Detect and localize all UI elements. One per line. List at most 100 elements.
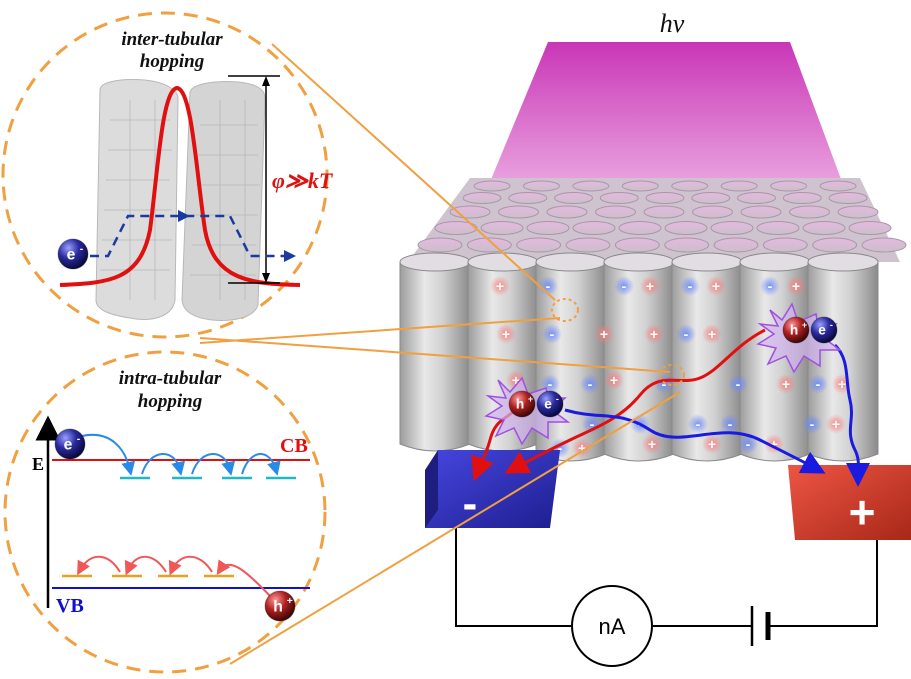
- negative-charge-glow: [614, 276, 634, 296]
- svg-text:e: e: [818, 323, 826, 338]
- negative-charge: -: [622, 278, 627, 294]
- positive-charge: +: [646, 278, 654, 294]
- negative-charge: -: [558, 440, 563, 456]
- negative-charge-glow: [580, 374, 600, 394]
- positive-charge-glow: [702, 324, 722, 344]
- negative-charge: -: [546, 278, 551, 294]
- negative-charge: -: [662, 376, 667, 392]
- negative-charge-glow: [538, 276, 558, 296]
- front-tube-top: [807, 252, 879, 272]
- positive-charge-glow: [776, 374, 796, 394]
- negative-charge-glow: [676, 324, 696, 344]
- svg-text:h: h: [790, 323, 798, 338]
- tube-top: [599, 192, 639, 204]
- positive-charge: +: [792, 278, 800, 294]
- electron-paths: [564, 343, 871, 487]
- front-tube-top: [467, 252, 539, 272]
- svg-text:h: h: [516, 397, 524, 412]
- positive-sign: +: [849, 486, 876, 538]
- negative-charge: -: [736, 376, 741, 392]
- tube-top: [572, 180, 610, 192]
- inset-carriers: e -e -h +: [54, 238, 296, 622]
- tube-top: [740, 205, 782, 219]
- positive-charge-glow: [604, 370, 624, 390]
- tube-top: [417, 237, 463, 253]
- svg-text:e: e: [544, 397, 552, 412]
- tube-top: [508, 192, 548, 204]
- cb-label: CB: [280, 435, 308, 457]
- inter-tubular-title-line1: inter-tubular: [121, 29, 223, 50]
- front-tube-top: [671, 252, 743, 272]
- negative-charge-glow: [542, 324, 562, 344]
- tube-top: [720, 180, 758, 192]
- negative-charge-glow: [680, 276, 700, 296]
- tube-top: [526, 221, 570, 235]
- zoom-source-markers: [551, 298, 685, 386]
- tube-top: [861, 237, 907, 253]
- positive-charge-glow: [786, 276, 806, 296]
- tube-top: [546, 205, 588, 219]
- positive-charge: +: [770, 436, 778, 452]
- electron-carrier: e-: [54, 428, 86, 460]
- svg-text:-: -: [77, 433, 81, 445]
- barrier-label: φ≫kT: [272, 168, 334, 193]
- positive-charge-glow: [572, 438, 592, 458]
- intra-tubular-title-line2: hopping: [138, 391, 202, 412]
- tube-top: [756, 221, 800, 235]
- negative-charge: -: [588, 376, 593, 392]
- negative-charge: -: [768, 278, 773, 294]
- svg-text:h: h: [273, 598, 283, 615]
- tube-top: [595, 205, 636, 219]
- negative-sign: -: [463, 479, 478, 528]
- positive-charge: +: [600, 326, 608, 342]
- tube-top: [480, 221, 524, 235]
- intra-tubular-title-line1: intra-tubular: [119, 368, 222, 389]
- positive-charge-glow: [642, 434, 662, 454]
- tube-top: [837, 205, 879, 219]
- intra-tubular-inset: [3, 350, 327, 674]
- positive-charge-glow: [702, 434, 722, 454]
- negative-charge: -: [684, 326, 689, 342]
- array-carriers: h + e -h + e -: [508, 316, 838, 418]
- tube-top: [466, 237, 512, 253]
- positive-charge: +: [712, 278, 720, 294]
- electron-carrier: e-: [57, 238, 89, 270]
- electron-carrier: e-: [536, 390, 564, 418]
- positive-charge: +: [708, 436, 716, 452]
- tube-top: [516, 237, 562, 253]
- positive-charge-glow: [826, 414, 846, 434]
- negative-charge: -: [696, 416, 701, 432]
- energy-axis-label: E: [32, 454, 44, 474]
- negative-charge-glow: [728, 374, 748, 394]
- tube-top: [802, 221, 846, 235]
- tube-top: [643, 205, 685, 219]
- tube-top: [828, 192, 868, 204]
- external-circuit: [455, 528, 878, 646]
- negative-charge-glow: [808, 374, 828, 394]
- tube-top: [645, 192, 685, 204]
- zoom-connectors: [199, 43, 681, 665]
- tube-top: [848, 221, 892, 235]
- tube-top: [789, 205, 830, 219]
- positive-charge-glow: [594, 324, 614, 344]
- tube-top: [449, 205, 491, 219]
- negative-charge: -: [816, 376, 821, 392]
- svg-text:-: -: [80, 243, 84, 255]
- tube-top: [565, 237, 611, 253]
- negative-electrode: [425, 450, 560, 528]
- negative-charge: -: [728, 416, 733, 432]
- positive-charge-glow: [644, 324, 664, 344]
- tube-top: [691, 192, 731, 204]
- tube-top: [819, 180, 857, 192]
- photon-label: hv: [660, 9, 685, 38]
- negative-charge-glow: [802, 414, 822, 434]
- front-tube-top: [603, 252, 675, 272]
- svg-text:+: +: [528, 394, 533, 404]
- electron-carrier: e-: [810, 316, 838, 344]
- positive-charge: +: [650, 326, 658, 342]
- negative-charge-glow: [760, 276, 780, 296]
- tube-top: [434, 221, 478, 235]
- tube-top: [473, 180, 511, 192]
- positive-charge: +: [782, 376, 790, 392]
